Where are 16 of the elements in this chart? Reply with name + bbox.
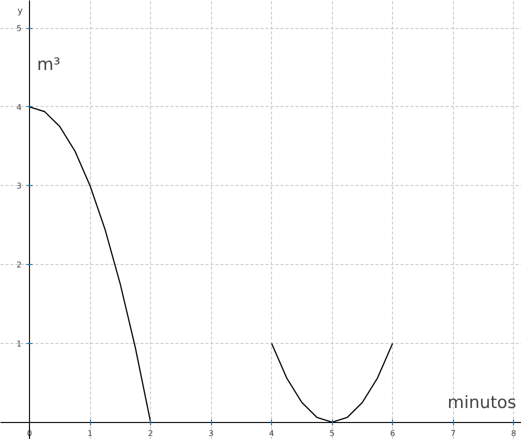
annotation: minutos: [448, 393, 516, 414]
x-tick-label: 5: [330, 429, 335, 438]
y-axis-title: y: [18, 6, 24, 16]
y-tick-label: 5: [16, 24, 22, 34]
y-tick-label: 3: [16, 182, 22, 191]
x-tick-label: 6: [390, 429, 396, 438]
x-tick-label: 1: [88, 429, 93, 438]
x-tick-label: 7: [450, 429, 456, 438]
x-tick-label: 8: [511, 429, 516, 438]
y-tick-label: 4: [16, 102, 22, 112]
x-tick-label: 4: [269, 429, 274, 438]
x-tick-label: 3: [208, 429, 214, 438]
y-tick-label: 1: [16, 339, 22, 348]
y-tick-label: 2: [16, 260, 22, 270]
annotation: m³: [36, 55, 60, 76]
x-tick-label: 2: [148, 429, 154, 438]
